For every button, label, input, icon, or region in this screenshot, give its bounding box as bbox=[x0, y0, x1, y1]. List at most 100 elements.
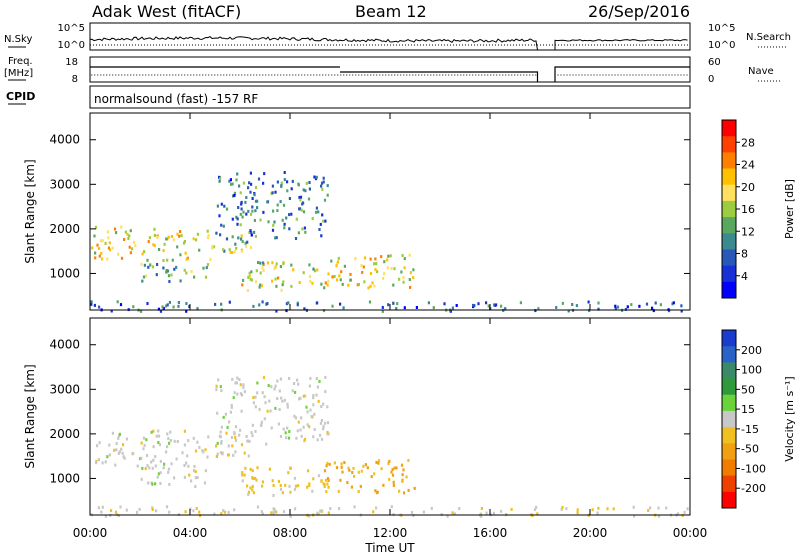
echo-cell bbox=[432, 306, 435, 310]
echo-cell bbox=[297, 484, 300, 488]
echo-cell bbox=[220, 389, 223, 393]
echo-cell bbox=[251, 197, 254, 200]
echo-cell bbox=[270, 385, 273, 389]
echo-cell bbox=[155, 273, 158, 277]
echo-cell bbox=[204, 469, 207, 473]
echo-cell bbox=[308, 514, 311, 518]
echo-cell bbox=[114, 463, 117, 467]
echo-cell bbox=[228, 300, 231, 304]
echo-cell bbox=[373, 284, 376, 288]
echo-cell bbox=[477, 302, 480, 306]
echo-cell bbox=[168, 300, 171, 304]
echo-cell bbox=[349, 278, 352, 282]
echo-cell bbox=[571, 303, 574, 306]
echo-cell bbox=[262, 269, 265, 272]
echo-cell bbox=[170, 273, 173, 277]
echo-cell bbox=[122, 443, 125, 447]
echo-cell bbox=[234, 438, 238, 442]
echo-cell bbox=[90, 300, 93, 304]
echo-cell bbox=[242, 383, 245, 387]
echo-cell bbox=[251, 205, 254, 209]
echo-cell bbox=[324, 219, 327, 223]
echo-cell bbox=[205, 266, 208, 270]
echo-cell bbox=[134, 244, 137, 248]
echo-cell bbox=[290, 263, 293, 267]
echo-cell bbox=[327, 272, 330, 276]
echo-cell bbox=[240, 200, 243, 204]
echo-cell bbox=[230, 405, 233, 409]
echo-cell bbox=[152, 445, 155, 449]
echo-cell bbox=[138, 507, 141, 511]
velocity-colorbar-tick-label: 15 bbox=[741, 403, 755, 416]
echo-cell bbox=[125, 437, 128, 441]
velocity-colorbar-tick-label: -100 bbox=[741, 462, 766, 475]
echo-cell bbox=[277, 479, 280, 483]
echo-cell bbox=[147, 481, 150, 485]
echo-cell bbox=[376, 270, 379, 274]
echo-cell bbox=[576, 508, 579, 512]
echo-cell bbox=[316, 438, 319, 442]
echo-cell bbox=[299, 198, 302, 202]
echo-cell bbox=[187, 464, 190, 468]
echo-cell bbox=[235, 215, 238, 219]
echo-cell bbox=[247, 186, 250, 190]
echo-cell bbox=[304, 394, 307, 398]
echo-cell bbox=[140, 456, 143, 460]
echo-cell bbox=[680, 304, 683, 308]
echo-cell bbox=[596, 511, 599, 515]
echo-cell bbox=[353, 474, 356, 478]
echo-cell bbox=[308, 181, 311, 184]
echo-cell bbox=[194, 470, 197, 474]
echo-cell bbox=[321, 213, 324, 217]
echo-cell bbox=[250, 182, 253, 186]
y-tick-label: 3000 bbox=[49, 177, 80, 191]
echo-cell bbox=[310, 415, 313, 418]
echo-cell bbox=[555, 306, 558, 309]
echo-cell bbox=[215, 384, 218, 388]
echo-cell bbox=[219, 233, 222, 237]
echo-cell bbox=[218, 214, 221, 218]
echo-cell bbox=[135, 510, 139, 514]
echo-cell bbox=[307, 197, 311, 201]
power-colorbar-tick-label: 12 bbox=[741, 225, 755, 238]
velocity-colorbar-tick-label: 50 bbox=[741, 383, 755, 396]
echo-cell bbox=[402, 491, 406, 495]
echo-cell bbox=[630, 303, 633, 307]
echo-cell bbox=[177, 304, 180, 308]
echo-cell bbox=[238, 184, 241, 188]
echo-cell bbox=[122, 455, 125, 459]
echo-cell bbox=[316, 385, 319, 389]
echo-cell bbox=[357, 470, 360, 474]
echo-cell bbox=[104, 460, 107, 464]
echo-cell bbox=[157, 429, 160, 433]
echo-cell bbox=[409, 285, 412, 289]
echo-cell bbox=[146, 464, 149, 468]
echo-cell bbox=[275, 309, 278, 313]
echo-cell bbox=[652, 309, 655, 313]
echo-cell bbox=[181, 451, 184, 455]
power-colorbar-swatch bbox=[722, 152, 736, 170]
echo-cell bbox=[219, 435, 222, 439]
echo-cell bbox=[295, 436, 298, 440]
echo-cell bbox=[279, 487, 283, 491]
echo-cell bbox=[145, 438, 148, 442]
echo-cell bbox=[322, 309, 326, 313]
echo-cell bbox=[400, 270, 403, 274]
echo-cell bbox=[237, 236, 240, 240]
echo-cell bbox=[373, 472, 376, 476]
echo-cell bbox=[240, 234, 243, 238]
echo-cell bbox=[254, 234, 257, 238]
echo-cell bbox=[407, 488, 410, 492]
echo-cell bbox=[261, 300, 264, 304]
echo-cell bbox=[219, 177, 222, 181]
echo-cell bbox=[274, 190, 277, 194]
echo-cell bbox=[152, 458, 155, 462]
power-colorbar-tick-label: 28 bbox=[741, 136, 755, 149]
echo-cell bbox=[108, 453, 111, 457]
echo-cell bbox=[346, 481, 349, 485]
echo-cell bbox=[323, 198, 327, 202]
echo-cell bbox=[391, 473, 395, 477]
echo-cell bbox=[162, 259, 165, 262]
echo-cell bbox=[151, 482, 154, 486]
echo-cell bbox=[317, 399, 320, 403]
